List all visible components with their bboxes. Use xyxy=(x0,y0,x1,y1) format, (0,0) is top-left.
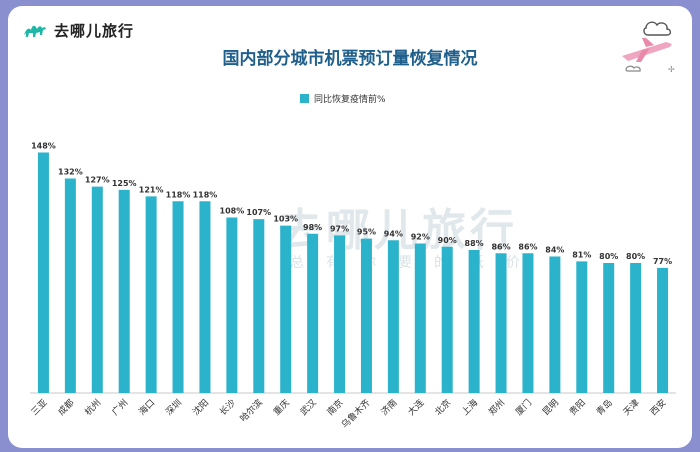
chart-title: 国内部分城市机票预订量恢复情况 xyxy=(222,49,478,69)
bar-5 xyxy=(172,201,184,393)
tick-label-8: 哈尔滨 xyxy=(237,397,265,425)
tick-label-14: 大连 xyxy=(405,397,426,418)
legend: 同比恢复疫情前% xyxy=(300,92,386,105)
tick-label-21: 青岛 xyxy=(594,397,615,418)
bar-0 xyxy=(37,152,49,393)
data-label-21: 80% xyxy=(599,252,618,261)
tick-label-22: 天津 xyxy=(621,397,642,418)
bar-21 xyxy=(603,263,615,393)
data-label-8: 107% xyxy=(246,208,271,217)
tick-label-15: 北京 xyxy=(432,397,453,418)
tick-label-6: 沈阳 xyxy=(190,397,211,418)
bar-16 xyxy=(468,250,480,393)
data-label-10: 98% xyxy=(303,223,322,232)
data-label-18: 86% xyxy=(518,242,537,251)
tick-label-13: 济南 xyxy=(378,397,399,418)
bar-3 xyxy=(118,189,130,393)
data-label-22: 80% xyxy=(626,252,645,261)
bar-23 xyxy=(657,267,669,393)
legend-label: 同比恢复疫情前% xyxy=(314,95,386,105)
bar-12 xyxy=(360,238,372,393)
data-label-4: 121% xyxy=(139,185,164,194)
tick-label-2: 杭州 xyxy=(82,397,103,418)
data-label-12: 95% xyxy=(357,228,376,237)
bar-17 xyxy=(495,253,507,393)
tick-label-4: 海口 xyxy=(136,397,157,418)
data-label-23: 77% xyxy=(653,257,672,266)
tick-label-11: 南京 xyxy=(324,397,345,418)
bar-10 xyxy=(307,233,319,393)
data-label-3: 125% xyxy=(112,179,137,188)
bar-1 xyxy=(64,178,76,393)
tick-label-1: 成都 xyxy=(55,397,76,418)
bar-9 xyxy=(280,225,292,393)
data-label-13: 94% xyxy=(384,229,403,238)
bar-8 xyxy=(253,219,265,393)
chart-card: 去哪儿旅行 国内部分城市机票预订量恢复情况 同比恢复疫情前% ✢ 去哪儿旅行 总… xyxy=(8,6,692,448)
tick-label-19: 昆明 xyxy=(540,397,561,418)
data-label-7: 108% xyxy=(220,207,245,216)
bar-4 xyxy=(145,196,157,393)
tick-label-10: 武汉 xyxy=(298,397,319,418)
tick-label-5: 深圳 xyxy=(164,397,185,418)
brand-logo[interactable]: 去哪儿旅行 xyxy=(22,20,134,41)
data-label-5: 118% xyxy=(166,190,191,199)
bar-15 xyxy=(441,246,453,393)
tick-label-0: 三亚 xyxy=(29,397,50,418)
bar-18 xyxy=(522,253,534,393)
tick-label-16: 上海 xyxy=(459,397,480,418)
data-label-0: 148% xyxy=(31,142,56,151)
data-label-20: 81% xyxy=(572,250,591,259)
tick-label-23: 西安 xyxy=(647,397,668,418)
tick-label-7: 长沙 xyxy=(217,397,238,418)
bar-2 xyxy=(91,186,103,393)
data-label-17: 86% xyxy=(491,242,510,251)
tick-label-9: 重庆 xyxy=(271,397,292,418)
bar-14 xyxy=(414,243,426,393)
svg-text:✢: ✢ xyxy=(668,65,675,74)
bar-13 xyxy=(387,240,399,393)
tick-label-18: 厦门 xyxy=(513,397,534,418)
tick-label-3: 广州 xyxy=(109,397,130,418)
tick-label-20: 贵阳 xyxy=(567,397,588,418)
bar-6 xyxy=(199,201,211,393)
data-label-2: 127% xyxy=(85,176,110,185)
data-label-16: 88% xyxy=(465,239,484,248)
data-label-6: 118% xyxy=(193,190,218,199)
data-label-1: 132% xyxy=(58,168,83,177)
legend-swatch xyxy=(300,94,309,103)
airplane-cloud-icon: ✢ xyxy=(622,21,675,74)
bar-11 xyxy=(334,235,346,393)
bar-22 xyxy=(630,263,642,393)
data-label-14: 92% xyxy=(411,233,430,242)
data-label-9: 103% xyxy=(273,215,298,224)
bar-20 xyxy=(576,261,588,393)
data-label-19: 84% xyxy=(545,246,564,255)
watermark-sub: 总有你要的低价 xyxy=(290,252,542,272)
bar-chart: 148% 三亚 132% 成都 127% 杭州 125% 广州 121% 海口 118% 深圳 118%… xyxy=(29,142,676,431)
tick-label-12: 乌鲁木齐 xyxy=(339,397,373,431)
bar-7 xyxy=(226,217,238,393)
tick-label-17: 郑州 xyxy=(486,397,507,418)
data-label-15: 90% xyxy=(438,236,457,245)
data-label-11: 97% xyxy=(330,224,349,233)
bar-19 xyxy=(549,256,561,393)
camel-icon xyxy=(24,25,46,37)
brand-name: 去哪儿旅行 xyxy=(54,22,135,40)
